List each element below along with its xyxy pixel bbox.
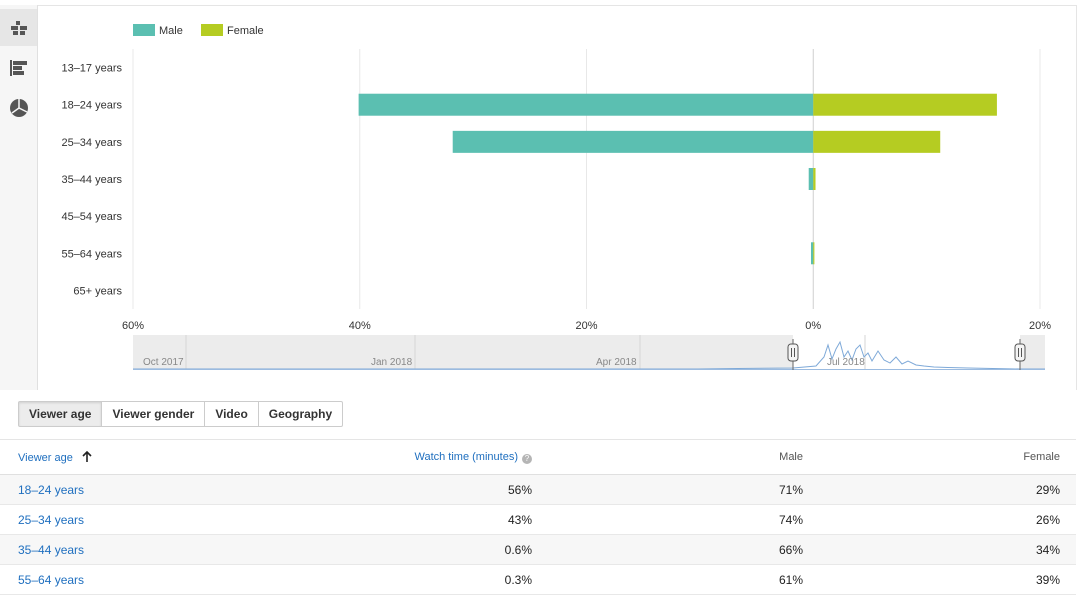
table-row: 25–34 years 43% 74% 26% — [0, 505, 1076, 535]
arrow-up-icon — [82, 450, 92, 462]
right-border — [1076, 5, 1077, 390]
male-value: 66% — [778, 543, 803, 557]
female-bar — [813, 242, 815, 265]
female-bar — [813, 168, 816, 190]
age-group-link[interactable]: 25–34 years — [18, 513, 85, 527]
x-tick-label: 20% — [575, 320, 597, 332]
help-icon[interactable]: ? — [522, 454, 532, 464]
chart-type-bar-button[interactable] — [0, 49, 37, 86]
timeline-sparkline — [133, 340, 1045, 370]
category-label: 35–44 years — [61, 174, 122, 186]
x-tick-label: 20% — [1029, 320, 1051, 332]
male-header: Male — [779, 451, 803, 463]
timeline-left-handle[interactable] — [787, 339, 799, 370]
category-label: 18–24 years — [61, 100, 122, 112]
watch-time-value: 43% — [507, 513, 532, 527]
male-bar — [358, 93, 814, 116]
female-value: 26% — [1035, 513, 1060, 527]
female-value: 29% — [1035, 483, 1060, 497]
report-view-tabs: Viewer age Viewer gender Video Geography — [18, 401, 344, 427]
table-row: 55–64 years 0.3% 61% 39% — [0, 565, 1076, 595]
chart-type-pyramid-button[interactable] — [0, 9, 37, 46]
viewer-age-header-label: Viewer age — [18, 452, 73, 464]
x-tick-label: 0% — [805, 320, 821, 332]
timeline-label-apr-2018: Apr 2018 — [596, 357, 637, 368]
chart-bars — [358, 93, 997, 265]
chart-category-labels: 13–17 years 18–24 years 25–34 years 35–44 y… — [61, 63, 122, 298]
viewer-age-table: Viewer age Watch time (minutes)? Male Fe… — [0, 439, 1076, 595]
timeline-label-oct-2017: Oct 2017 — [143, 357, 184, 368]
chart-x-tick-labels: 60% 40% 20% 0% 20% — [122, 320, 1051, 332]
male-value: 71% — [778, 483, 803, 497]
tab-viewer-age[interactable]: Viewer age — [18, 401, 103, 427]
top-border — [38, 5, 1076, 6]
viewer-age-header[interactable]: Viewer age — [18, 450, 93, 464]
x-tick-label: 60% — [122, 320, 144, 332]
female-bar — [813, 93, 997, 116]
table-header: Viewer age Watch time (minutes)? Male Fe… — [0, 439, 1076, 475]
watch-time-header[interactable]: Watch time (minutes)? — [414, 451, 532, 464]
watch-time-value: 0.6% — [504, 543, 532, 557]
female-header: Female — [1023, 451, 1060, 463]
chart-type-pie-button[interactable] — [0, 89, 37, 126]
female-value: 39% — [1035, 573, 1060, 587]
tab-geography[interactable]: Geography — [257, 401, 344, 427]
timeline-selected-range[interactable] — [793, 335, 1020, 370]
bar-chart-icon — [9, 59, 27, 76]
male-bar — [810, 242, 814, 265]
tab-video[interactable]: Video — [204, 401, 259, 427]
category-label: 45–54 years — [61, 211, 122, 223]
timeline-right-handle[interactable] — [1014, 339, 1026, 370]
category-label: 25–34 years — [61, 137, 122, 149]
tab-viewer-gender[interactable]: Viewer gender — [101, 401, 206, 427]
male-value: 74% — [778, 513, 803, 527]
pie-chart-icon — [9, 98, 28, 117]
chart-svg: Male Female 13–17 years 18–24 years 25–34 … — [61, 24, 1051, 370]
timeline-label-jul-2018: Jul 2018 — [827, 357, 865, 368]
x-tick-label: 40% — [349, 320, 371, 332]
legend-male-label: Male — [159, 25, 183, 37]
male-bar — [452, 130, 814, 153]
legend-male-swatch — [133, 24, 155, 36]
age-group-link[interactable]: 18–24 years — [18, 483, 85, 497]
demographics-chart: Male Female 13–17 years 18–24 years 25–34 … — [38, 5, 1076, 390]
chart-legend: Male Female — [133, 24, 264, 37]
chart-gridlines — [132, 49, 1041, 309]
watch-time-header-label: Watch time (minutes) — [414, 451, 518, 463]
table-row: 18–24 years 56% 71% 29% — [0, 475, 1076, 505]
legend-female-swatch — [201, 24, 223, 36]
timeline-selector[interactable]: Oct 2017 Jan 2018 Apr 2018 Jul 2018 — [133, 335, 1045, 370]
category-label: 65+ years — [73, 285, 122, 297]
female-value: 34% — [1035, 543, 1060, 557]
male-bar — [808, 168, 814, 190]
pyramid-chart-icon — [10, 20, 27, 35]
female-bar — [813, 130, 941, 153]
timeline-label-jan-2018: Jan 2018 — [371, 357, 413, 368]
age-group-link[interactable]: 55–64 years — [18, 573, 85, 587]
age-group-link[interactable]: 35–44 years — [18, 543, 85, 557]
watch-time-value: 0.3% — [504, 573, 532, 587]
table-row: 35–44 years 0.6% 66% 34% — [0, 535, 1076, 565]
watch-time-value: 56% — [507, 483, 532, 497]
legend-female-label: Female — [227, 25, 264, 37]
chart-type-sidebar — [0, 5, 38, 390]
category-label: 55–64 years — [61, 248, 122, 260]
category-label: 13–17 years — [61, 63, 122, 75]
male-value: 61% — [778, 573, 803, 587]
